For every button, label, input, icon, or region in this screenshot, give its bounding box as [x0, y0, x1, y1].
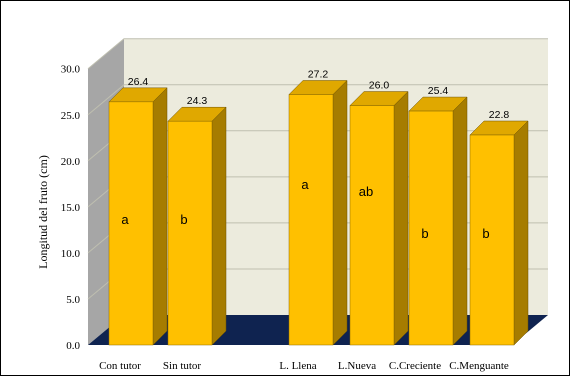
bar: 22.8 b	[469, 109, 529, 346]
bar-side	[452, 96, 468, 346]
bar-front	[167, 120, 213, 346]
bar-front	[469, 134, 515, 346]
bar: 26.4 a	[108, 76, 168, 346]
y-axis-ticks: 0.0 5.0 10.0 15.0 20.0 25.0 30.0	[61, 64, 81, 352]
y-tick-label: 0.0	[66, 340, 80, 352]
x-tick-label: Con tutor	[99, 360, 141, 372]
x-axis-ticks: Con tutor Sin tutor L. Llena L.Nueva C.Creci…	[99, 360, 509, 372]
significance-letter: b	[482, 226, 489, 241]
bar-front	[288, 94, 334, 346]
bar-side	[393, 90, 409, 346]
gridline	[87, 38, 548, 70]
bar: 25.4 b	[408, 85, 468, 346]
gridline	[87, 84, 548, 116]
y-axis-label: Longitud del fruto (cm)	[36, 155, 50, 269]
bar-front	[349, 105, 395, 346]
data-label: 26.4	[128, 76, 149, 88]
bar-side	[513, 120, 529, 346]
bar: 26.0 ab	[349, 80, 409, 346]
data-label: 26.0	[369, 80, 390, 92]
data-label: 25.4	[428, 85, 449, 97]
bar-side	[332, 79, 348, 346]
significance-letter: a	[301, 177, 309, 192]
y-tick-label: 5.0	[66, 294, 80, 306]
significance-letter: ab	[359, 184, 373, 199]
bar-side	[152, 87, 168, 346]
y-tick-label: 20.0	[61, 156, 81, 168]
significance-letter: b	[180, 212, 187, 227]
x-tick-label: L.Nueva	[338, 360, 376, 372]
data-label: 22.8	[489, 109, 510, 121]
data-label: 27.2	[308, 68, 329, 80]
x-tick-label: L. Llena	[279, 360, 316, 372]
bar-front	[108, 101, 154, 346]
bar-front	[408, 110, 454, 346]
x-tick-label: Sin tutor	[163, 360, 202, 372]
significance-letter: b	[421, 226, 428, 241]
y-tick-label: 10.0	[61, 248, 81, 260]
x-tick-label: C.Menguante	[449, 360, 509, 372]
y-tick-label: 30.0	[61, 64, 81, 76]
bar: 27.2 a	[288, 68, 348, 346]
bar-side	[211, 106, 227, 346]
significance-letter: a	[121, 212, 129, 227]
data-label: 24.3	[187, 95, 208, 107]
y-tick-label: 15.0	[61, 202, 81, 214]
bar: 24.3 b	[167, 95, 227, 346]
y-tick-label: 25.0	[61, 110, 81, 122]
x-tick-label: C.Creciente	[389, 360, 441, 372]
bars: 26.4 a 24.3 b 27.2 a 26.0 ab 25.4 b 22.8 b	[108, 68, 529, 346]
